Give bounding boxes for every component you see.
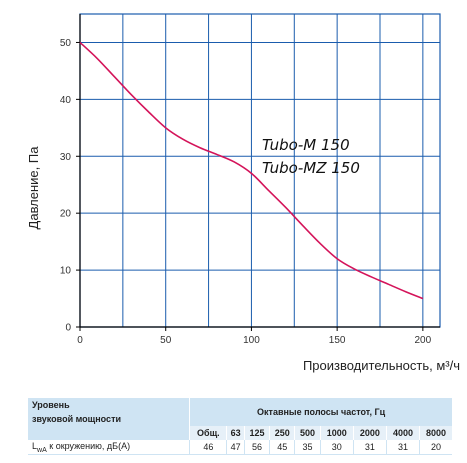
plot-frame: [79, 13, 441, 328]
x-axis-title: Производительность, м³/ч: [303, 358, 460, 373]
series-line: [79, 41, 424, 300]
x-tick-label: 150: [329, 335, 346, 346]
y-tick-label: 10: [60, 266, 72, 277]
table-band-cell: 500: [294, 426, 321, 440]
chart-axes: [76, 14, 440, 331]
y-axis-title: Давление, Па: [26, 146, 41, 230]
table-value-cell: 20: [419, 440, 452, 455]
table-value-cell: 31: [385, 440, 420, 455]
model-label-tubo-m: Tubo-M 150: [262, 136, 350, 154]
model-label-tubo-mz: Tubo-MZ 150: [262, 159, 360, 177]
pressure-flow-chart: 0 10 20 30 40 50 0 50 100 150 200 Давление, Па Про…: [26, 13, 460, 373]
x-tick-label: 100: [243, 335, 260, 346]
table-value-cell: 31: [352, 440, 387, 455]
table-band-cell: 250: [269, 426, 295, 440]
table-band-cell: Общ.: [189, 426, 227, 440]
table-group-title: Октавные полосы частот, Гц: [189, 398, 452, 426]
table-value-cell: 30: [319, 440, 354, 455]
table-left-title-line2: звуковой мощности: [28, 412, 190, 426]
y-tick-label: 30: [60, 152, 72, 163]
table-band-cell: 8000: [419, 426, 452, 440]
table-row: LwA к окружению, дБ(А) 46 47 56 45 35 30…: [28, 440, 452, 455]
sound-power-table: Уровень Октавные полосы частот, Гц звуко…: [28, 398, 452, 455]
table-value-cell: 45: [269, 440, 295, 455]
table-value-cell: 46: [189, 440, 227, 455]
x-tick-label: 200: [415, 335, 432, 346]
chart-grid: [79, 13, 441, 328]
chart-tick-labels: 0 10 20 30 40 50 0 50 100 150 200: [60, 38, 432, 346]
y-tick-label: 50: [60, 38, 72, 49]
table-header-row: Уровень Октавные полосы частот, Гц: [28, 398, 452, 426]
table-band-cell: 1000: [319, 426, 354, 440]
y-tick-label: 40: [60, 95, 72, 106]
table-left-title-line1: Уровень: [28, 398, 190, 412]
y-tick-label: 0: [65, 323, 71, 334]
table-value-cell: 35: [294, 440, 321, 455]
row-label-main: L: [32, 440, 38, 451]
table-header-row-2: звуковой мощности: [28, 412, 452, 426]
row-label-rest: к окружению, дБ(А): [46, 440, 131, 451]
table-band-cell: 4000: [385, 426, 420, 440]
table-band-row: Общ. 63 125 250 500 1000 2000 4000 8000: [28, 426, 452, 440]
table-band-spacer: [28, 426, 190, 440]
x-tick-label: 0: [77, 335, 83, 346]
table-value-cell: 47: [226, 440, 245, 455]
row-label-sub: wA: [37, 446, 47, 454]
table-row-label: LwA к окружению, дБ(А): [28, 440, 190, 455]
table-band-cell: 125: [243, 426, 270, 440]
y-tick-label: 20: [60, 209, 72, 220]
x-tick-label: 50: [160, 335, 172, 346]
chart-series: [79, 41, 424, 300]
table-band-cell: 63: [226, 426, 245, 440]
table-value-cell: 56: [243, 440, 270, 455]
table-band-cell: 2000: [352, 426, 387, 440]
